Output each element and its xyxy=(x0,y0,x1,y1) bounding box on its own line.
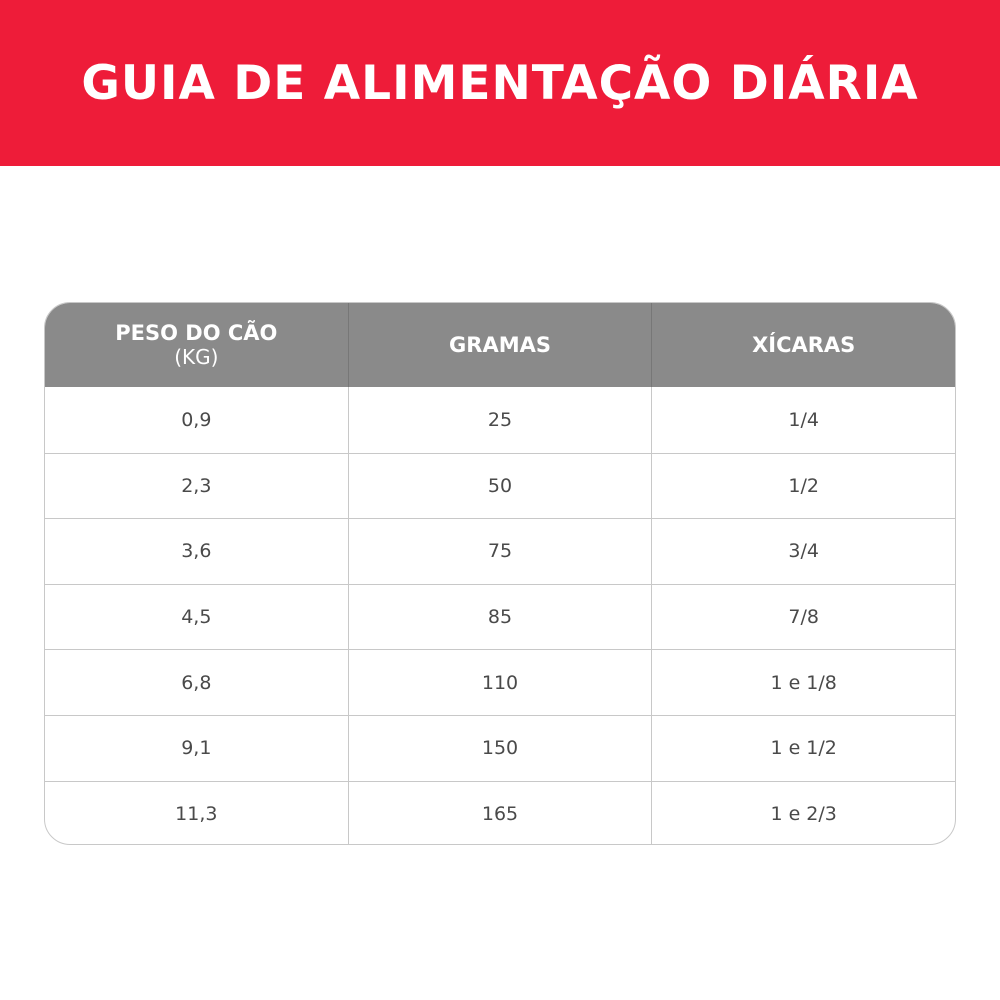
feeding-table: PESO DO CÃO (KG) GRAMAS XÍCARAS 0,9 25 1/4… xyxy=(44,302,956,845)
grams-cell: 110 xyxy=(347,650,652,715)
header-cups: XÍCARAS xyxy=(651,303,955,387)
weight-cell: 4,5 xyxy=(181,606,212,629)
grams-cell: 150 xyxy=(347,715,652,781)
grams-cell: 85 xyxy=(347,584,652,650)
table-row: 3,6 75 3/4 xyxy=(45,518,955,584)
header-weight: PESO DO CÃO (KG) xyxy=(45,303,348,387)
cups-cell: 1/4 xyxy=(651,387,955,453)
header-label: XÍCARAS xyxy=(752,333,856,357)
weight-cell: 3,6 xyxy=(181,540,212,563)
grams-cell: 165 xyxy=(347,781,652,844)
cups-cell: 1/2 xyxy=(651,453,955,519)
header-label: GRAMAS xyxy=(449,333,551,357)
table-row: 2,3 50 1/2 xyxy=(45,452,955,519)
table-row: 6,8 110 1 e 1/8 xyxy=(45,649,955,715)
cups-cell: 3/4 xyxy=(651,519,955,584)
weight-cell: 2,3 xyxy=(181,474,212,497)
table-body: 0,9 25 1/4 2,3 50 1/2 3,6 75 3/4 4,5 85 7/8 6,8 110 1 … xyxy=(45,387,955,844)
grams-cell: 75 xyxy=(347,519,652,584)
cups-cell: 1 e 2/3 xyxy=(651,781,955,844)
cups-cell: 1 e 1/2 xyxy=(651,715,955,781)
weight-cell: 11,3 xyxy=(175,802,218,825)
table-header: PESO DO CÃO (KG) GRAMAS XÍCARAS xyxy=(45,303,955,387)
cups-cell: 7/8 xyxy=(651,584,955,650)
table-row: 4,5 85 7/8 xyxy=(45,583,955,650)
page-title: GUIA DE ALIMENTAÇÃO DIÁRIA xyxy=(81,55,919,111)
header-grams: GRAMAS xyxy=(347,303,652,387)
title-banner: GUIA DE ALIMENTAÇÃO DIÁRIA xyxy=(0,0,1000,166)
grams-cell: 50 xyxy=(347,453,652,519)
weight-cell: 9,1 xyxy=(181,737,212,760)
weight-cell: 6,8 xyxy=(181,671,212,694)
table-row: 11,3 165 1 e 2/3 xyxy=(45,780,955,844)
grams-cell: 25 xyxy=(347,387,652,453)
header-label: PESO DO CÃO xyxy=(115,321,278,345)
header-unit: (KG) xyxy=(174,345,219,369)
cups-cell: 1 e 1/8 xyxy=(651,650,955,715)
table-row: 0,9 25 1/4 xyxy=(45,387,955,453)
weight-cell: 0,9 xyxy=(181,408,212,431)
table-row: 9,1 150 1 e 1/2 xyxy=(45,714,955,781)
